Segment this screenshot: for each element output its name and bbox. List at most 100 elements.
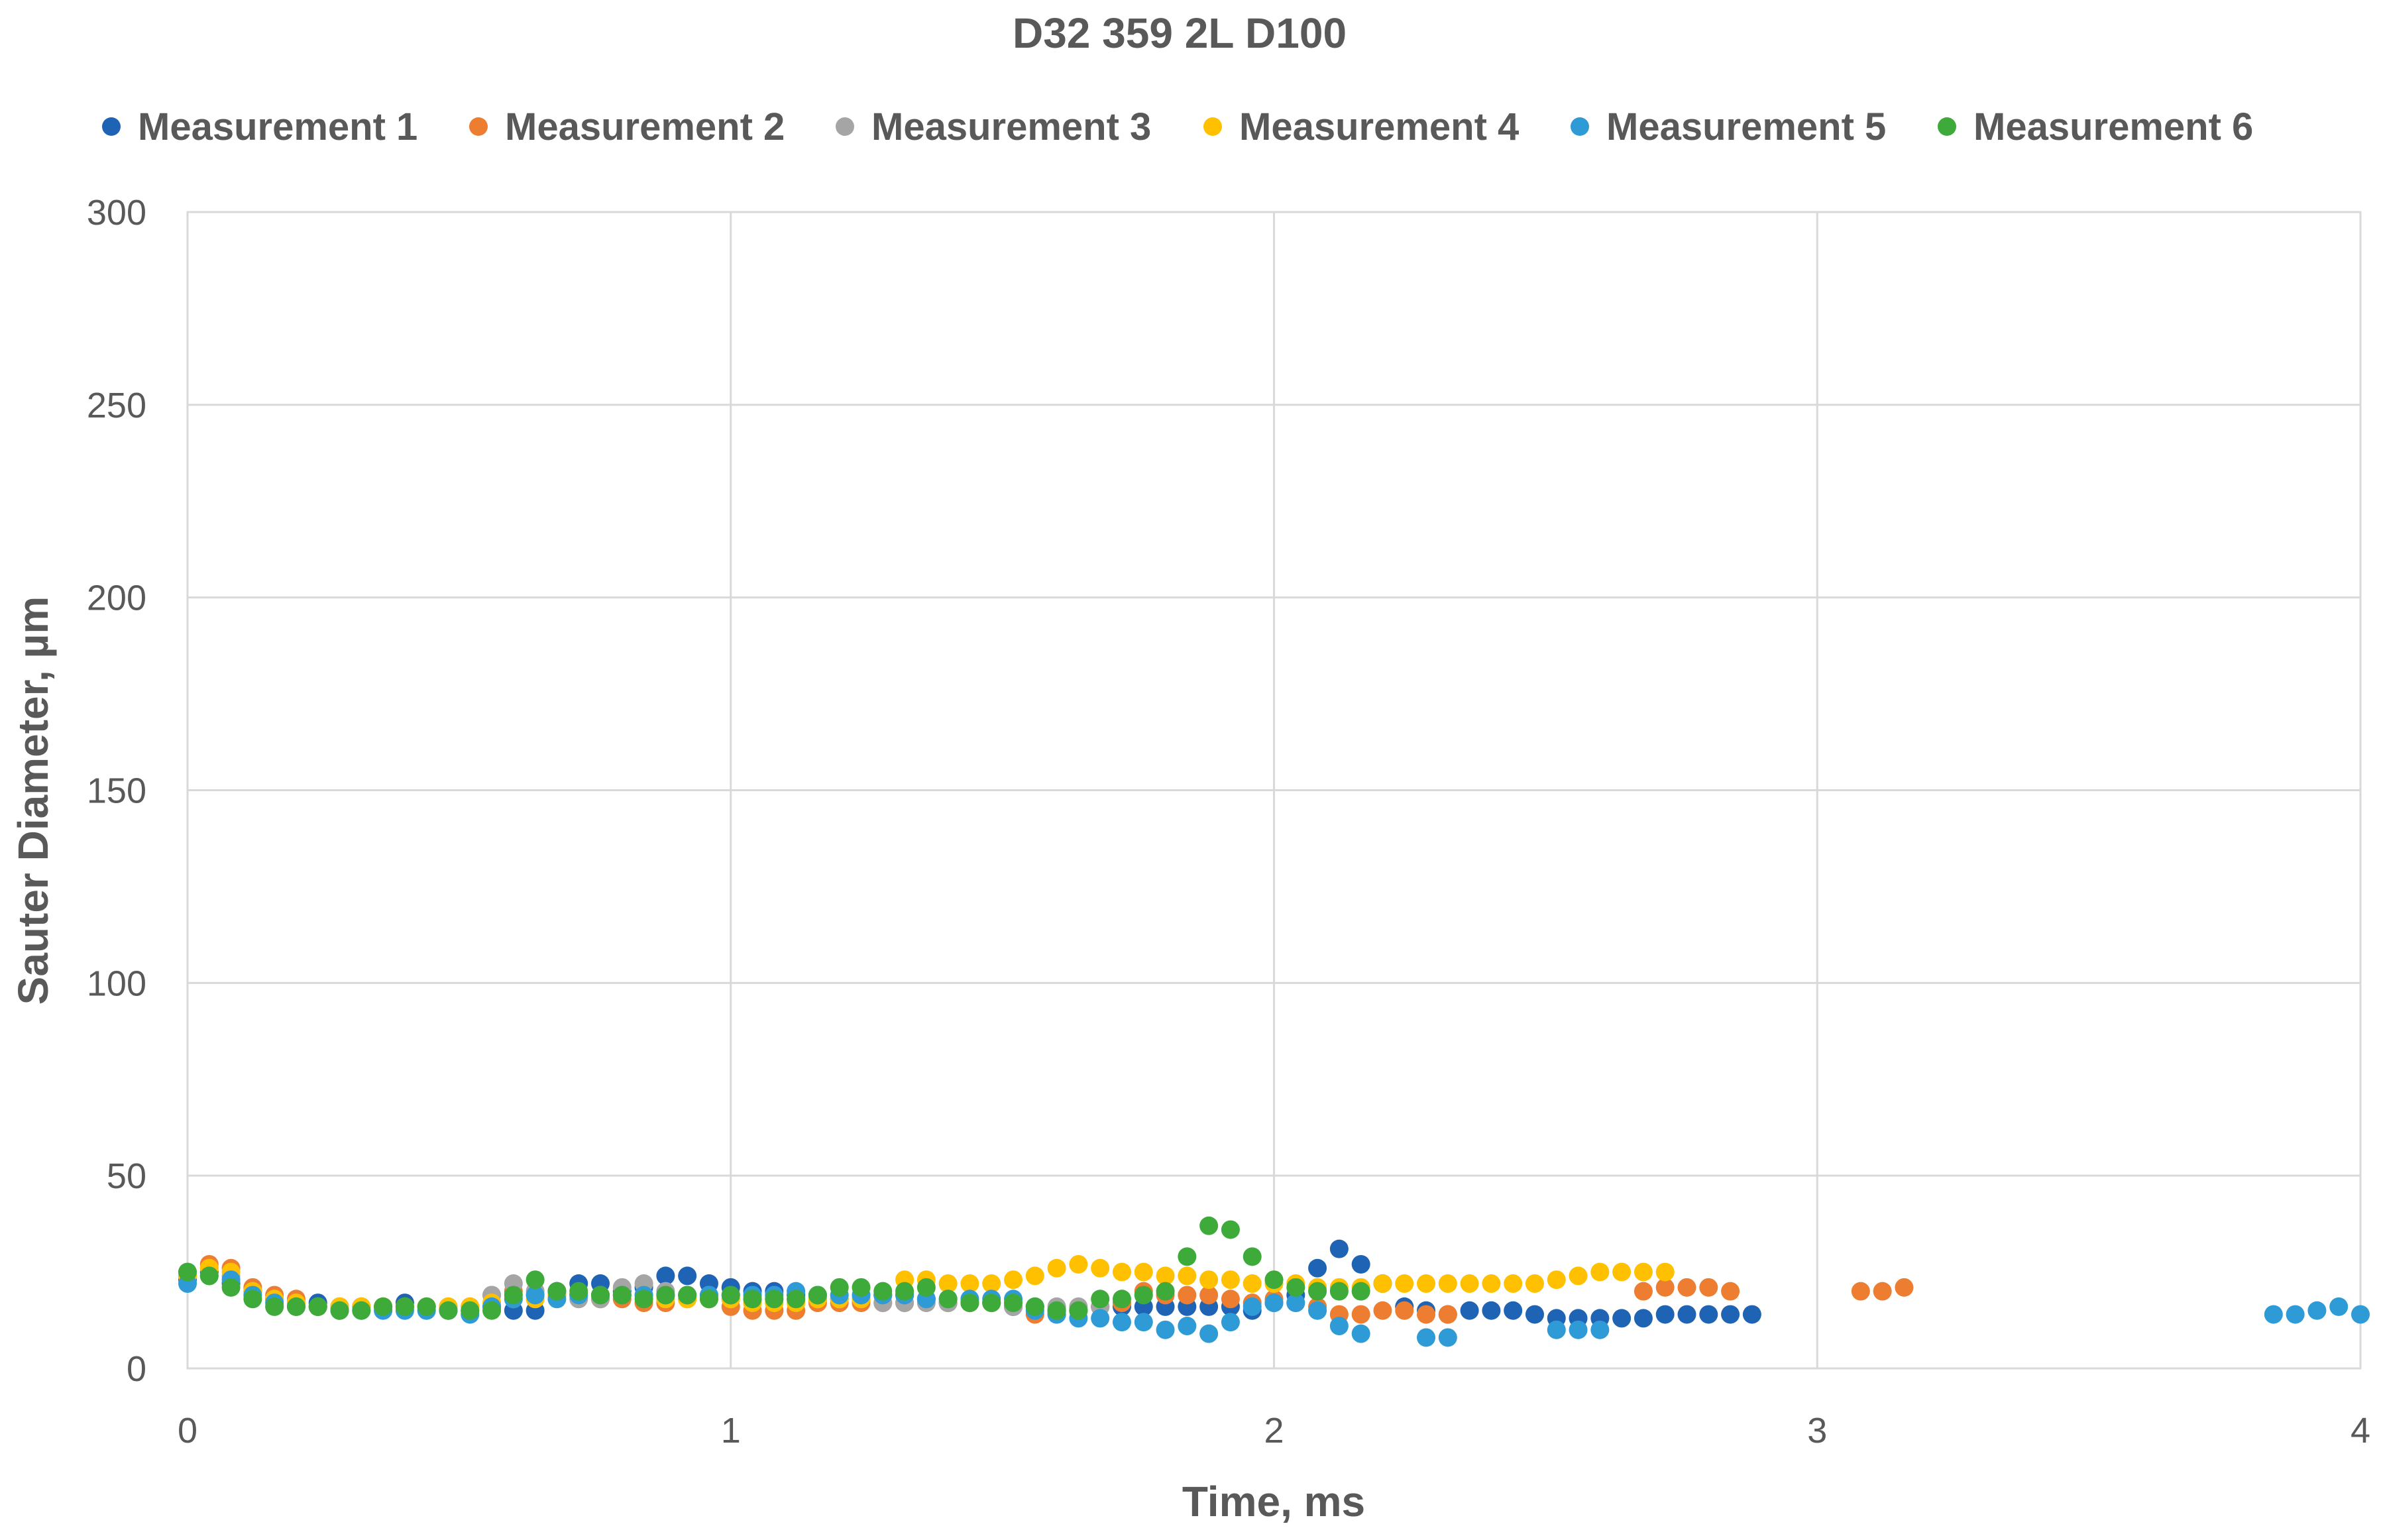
legend-label: Measurement 6: [1973, 105, 2253, 148]
legend-marker: [836, 117, 854, 136]
data-point: [1438, 1274, 1457, 1293]
legend-label: Measurement 1: [138, 105, 417, 148]
legend-marker: [102, 117, 121, 136]
data-point: [1025, 1297, 1044, 1316]
data-point: [787, 1290, 806, 1309]
data-point: [1851, 1282, 1870, 1301]
data-point: [2264, 1305, 2283, 1324]
data-point: [1547, 1270, 1566, 1290]
data-point: [308, 1297, 327, 1316]
data-point: [1134, 1286, 1153, 1305]
data-point: [808, 1286, 827, 1305]
data-point: [330, 1301, 349, 1320]
data-point: [1112, 1313, 1131, 1332]
data-point: [938, 1290, 958, 1309]
data-point: [1612, 1262, 1632, 1282]
data-point: [526, 1286, 545, 1305]
data-point: [1286, 1293, 1305, 1313]
data-point: [265, 1297, 284, 1316]
data-point: [1308, 1282, 1327, 1301]
data-point: [656, 1266, 675, 1286]
y-tick-label: 50: [107, 1156, 146, 1196]
data-point: [721, 1286, 740, 1305]
data-point: [1438, 1305, 1457, 1324]
data-point: [699, 1290, 718, 1309]
gridlines: [186, 211, 2362, 1370]
data-point: [1590, 1262, 1610, 1282]
legend-item-4: Measurement 4: [1203, 105, 1519, 148]
data-point: [286, 1297, 305, 1316]
data-point: [1351, 1254, 1370, 1274]
data-point: [1221, 1270, 1240, 1290]
data-point: [873, 1282, 893, 1301]
data-point: [1525, 1274, 1544, 1293]
data-point: [765, 1290, 784, 1309]
data-point: [1199, 1286, 1219, 1305]
data-point: [1417, 1328, 1436, 1347]
data-point: [1025, 1266, 1044, 1286]
y-tick-label: 100: [87, 963, 146, 1003]
data-point: [1721, 1282, 1740, 1301]
data-point: [1156, 1320, 1175, 1339]
data-point: [960, 1274, 979, 1293]
legend-marker: [1571, 117, 1589, 136]
data-point: [221, 1278, 241, 1297]
data-point: [1482, 1274, 1501, 1293]
data-point: [1504, 1274, 1523, 1293]
x-tick-label: 2: [1264, 1411, 1284, 1451]
data-point: [1742, 1305, 1761, 1324]
data-point: [1655, 1262, 1675, 1282]
data-point: [1329, 1282, 1349, 1301]
data-point: [1091, 1309, 1110, 1328]
data-point: [1004, 1270, 1023, 1290]
data-point: [1677, 1305, 1696, 1324]
data-point: [178, 1262, 197, 1282]
data-point: [1221, 1290, 1240, 1309]
data-point: [1373, 1301, 1392, 1320]
legend-label: Measurement 2: [505, 105, 785, 148]
data-point: [1373, 1274, 1392, 1293]
data-point: [1873, 1282, 1892, 1301]
data-point: [1417, 1305, 1436, 1324]
data-point: [1112, 1262, 1131, 1282]
data-point: [678, 1266, 697, 1286]
data-point: [1612, 1309, 1632, 1328]
data-point: [1417, 1274, 1436, 1293]
data-point: [1482, 1301, 1501, 1320]
data-point: [1329, 1317, 1349, 1336]
data-point: [2286, 1305, 2305, 1324]
data-point: [547, 1282, 567, 1301]
data-point: [916, 1278, 936, 1297]
data-point: [1199, 1324, 1219, 1343]
data-point: [678, 1286, 697, 1305]
data-point: [1221, 1220, 1240, 1239]
data-points: [178, 1216, 2370, 1347]
data-point: [1460, 1274, 1479, 1293]
data-point: [1590, 1320, 1610, 1339]
x-tick-label: 3: [1807, 1411, 1827, 1451]
x-tick-label: 0: [178, 1411, 197, 1451]
legend-marker: [1938, 117, 1956, 136]
y-tick-label: 200: [87, 578, 146, 618]
data-point: [743, 1290, 762, 1309]
data-point: [960, 1293, 979, 1313]
data-point: [1286, 1278, 1305, 1297]
data-point: [1047, 1258, 1066, 1278]
data-point: [1395, 1301, 1414, 1320]
series-2: [178, 1254, 1914, 1324]
data-point: [1351, 1324, 1370, 1343]
legend-marker: [1203, 117, 1222, 136]
data-point: [1504, 1301, 1523, 1320]
data-point: [417, 1297, 436, 1316]
series-6: [178, 1216, 1370, 1320]
data-point: [1547, 1320, 1566, 1339]
chart-title: D32 359 2L D100: [1013, 9, 1347, 57]
data-point: [482, 1301, 502, 1320]
data-point: [1156, 1282, 1175, 1301]
data-point: [1308, 1301, 1327, 1320]
y-tick-label: 250: [87, 386, 146, 425]
data-point: [1633, 1262, 1653, 1282]
data-point: [1091, 1290, 1110, 1309]
